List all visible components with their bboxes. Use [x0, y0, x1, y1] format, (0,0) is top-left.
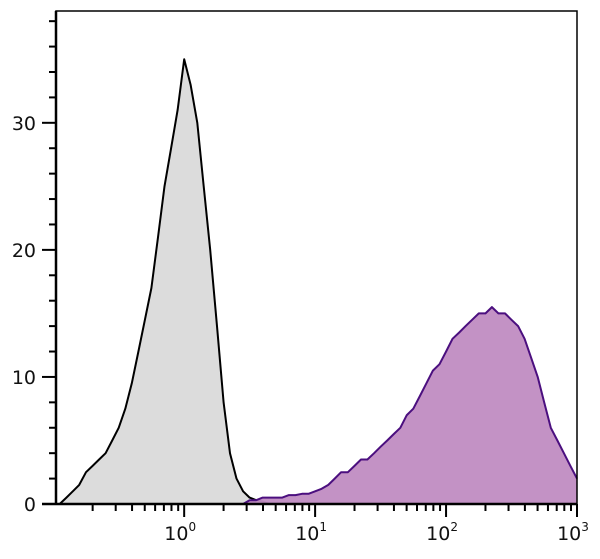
- x-tick-label: 103: [557, 520, 589, 545]
- y-tick-label: 30: [12, 113, 36, 135]
- x-tick-exponent: 0: [188, 520, 196, 534]
- x-tick-exponent: 2: [450, 520, 458, 534]
- x-tick-exponent: 3: [581, 520, 589, 534]
- y-tick-label: 0: [24, 494, 36, 516]
- x-tick-label: 102: [426, 520, 458, 545]
- x-tick-exponent: 1: [319, 520, 327, 534]
- series-0-area: [56, 59, 577, 505]
- series-1-area: [56, 307, 577, 504]
- x-tick-label: 101: [295, 520, 327, 545]
- x-tick-label: 100: [164, 520, 196, 545]
- x-tick-base: 10: [426, 523, 450, 545]
- x-tick-base: 10: [164, 523, 188, 545]
- series-layer: [56, 58, 578, 505]
- x-tick-base: 10: [295, 523, 319, 545]
- x-tick-base: 10: [557, 523, 581, 545]
- y-tick-label: 10: [12, 367, 36, 389]
- y-tick-label: 20: [12, 240, 36, 262]
